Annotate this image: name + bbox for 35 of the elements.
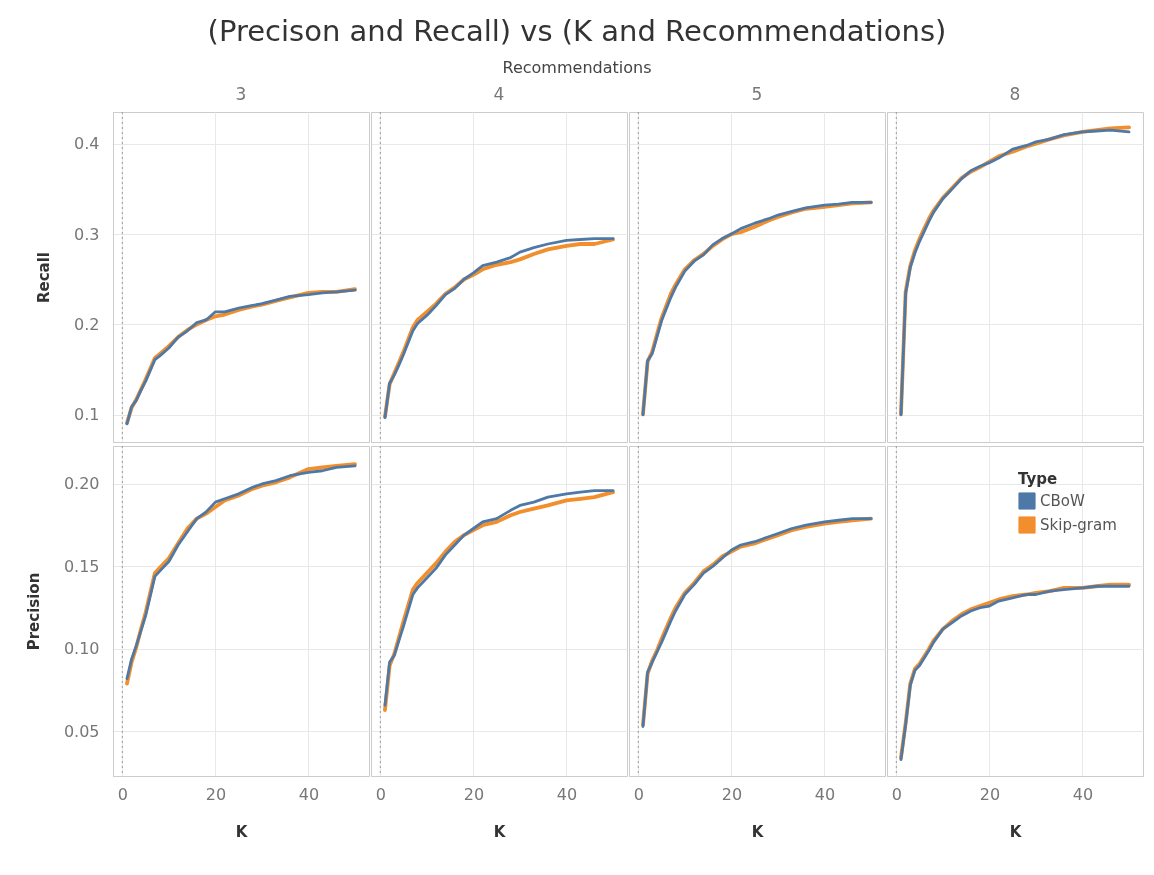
- x-tick-label: 0: [117, 784, 128, 804]
- x-tick-label: 0: [633, 784, 644, 804]
- y-tick-label: 0.3: [74, 224, 100, 244]
- x-tick-label: 40: [814, 784, 836, 804]
- y-tick-label: 0.2: [74, 314, 100, 334]
- x-tick-label: 20: [979, 784, 1001, 804]
- x-axis-title: K: [493, 822, 507, 841]
- x-tick-label: 20: [463, 784, 485, 804]
- x-tick-label: 0: [375, 784, 386, 804]
- y-tick-label: 0.20: [63, 474, 100, 494]
- y-tick-label: 0.10: [63, 639, 100, 659]
- y-tick-label: 0.15: [63, 556, 100, 576]
- x-tick-label: 0: [891, 784, 902, 804]
- chart-title: 4: [493, 83, 505, 104]
- y-axis-title: Precision: [24, 572, 43, 651]
- x-axis-title: K: [1009, 822, 1023, 841]
- chart-title: 8: [1009, 83, 1021, 104]
- x-tick-label: 20: [205, 784, 227, 804]
- legend-label: CBoW: [1040, 492, 1085, 510]
- y-axis-title: Recall: [35, 251, 54, 304]
- legend-label: Skip-gram: [1040, 516, 1117, 534]
- chart-title: 3: [235, 83, 247, 104]
- y-tick-label: 0.05: [63, 721, 100, 741]
- text: Recommendations: [501, 58, 653, 79]
- legend-title: Type: [1018, 470, 1058, 488]
- x-axis-title: K: [751, 822, 765, 841]
- text: (Precison and Recall) vs (K and Recommendations): [206, 13, 948, 50]
- chart-title: 5: [751, 83, 763, 104]
- x-tick-label: 20: [721, 784, 743, 804]
- x-axis-title: K: [235, 822, 249, 841]
- x-tick-label: 40: [298, 784, 320, 804]
- y-tick-label: 0.4: [74, 134, 100, 154]
- y-tick-label: 0.1: [74, 405, 100, 425]
- x-tick-label: 40: [556, 784, 578, 804]
- x-tick-label: 40: [1072, 784, 1094, 804]
